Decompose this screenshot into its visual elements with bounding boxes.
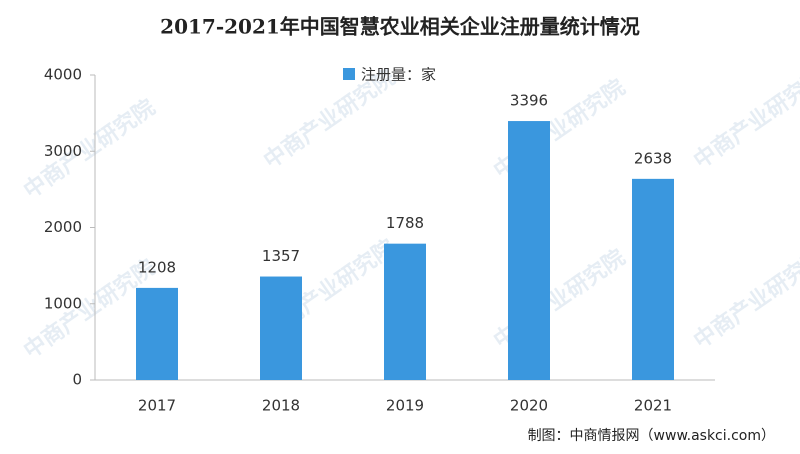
watermark: 中商产业研究院 [19,94,160,204]
legend-swatch [343,68,355,80]
source-note: 制图：中商情报网（www.askci.com） [528,428,775,444]
y-tick-label: 3000 [44,142,82,160]
x-tick-label: 2019 [386,397,424,415]
bar [260,276,302,380]
x-tick-label: 2020 [510,397,548,415]
data-label: 1788 [386,214,424,232]
x-tick-label: 2017 [138,397,176,415]
x-tick-label: 2021 [634,397,672,415]
bar [384,243,426,380]
data-label: 1357 [262,247,300,265]
bar [508,121,550,381]
bar [136,287,178,380]
watermark: 中商产业研究院 [689,244,800,354]
bar [632,178,674,380]
y-tick-label: 4000 [44,66,82,84]
x-tick-label: 2018 [262,397,300,415]
watermark: 中商产业研究院 [689,64,800,174]
data-label: 1208 [138,258,176,276]
y-tick-label: 0 [72,371,82,389]
data-label: 3396 [510,92,548,110]
legend-label: 注册量：家 [361,66,436,84]
chart-title: 2017-2021年中国智慧农业相关企业注册量统计情况 [160,15,640,39]
y-tick-label: 1000 [44,294,82,312]
y-tick-label: 2000 [44,218,82,236]
data-label: 2638 [634,149,672,167]
